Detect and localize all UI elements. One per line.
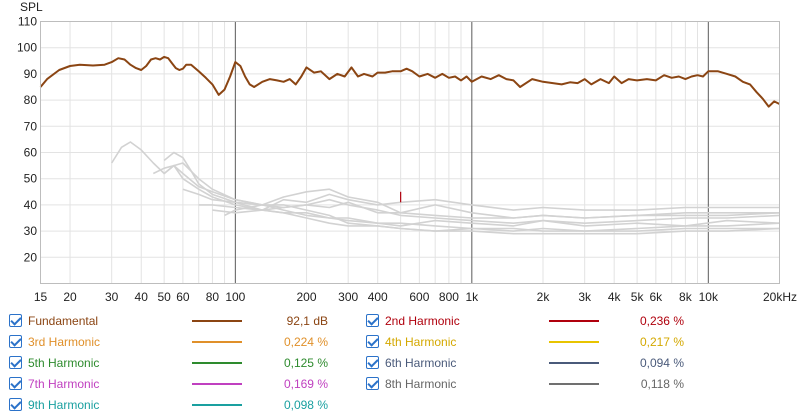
legend-label: 4th Harmonic xyxy=(385,334,457,349)
legend-label: 2nd Harmonic xyxy=(385,313,460,328)
legend-checkbox[interactable] xyxy=(9,398,22,411)
legend-item-6th-harmonic: 6th Harmonic 0,094 % xyxy=(0,352,800,373)
legend-item-3rd-harmonic: 3rd Harmonic 0,224 % xyxy=(0,331,800,352)
legend-item-fundamental: Fundamental 92,1 dB xyxy=(0,310,800,331)
legend-checkbox[interactable] xyxy=(366,335,379,348)
legend-line-swatch xyxy=(192,362,242,364)
x-tick-label: 800 xyxy=(439,290,459,304)
x-tick-label: 2k xyxy=(537,290,551,304)
harmonic-trace-1 xyxy=(111,141,780,232)
x-tick-label: 80 xyxy=(206,290,220,304)
x-tick-label: 15 xyxy=(34,290,48,304)
legend-line-swatch xyxy=(192,383,242,385)
legend-label: 3rd Harmonic xyxy=(28,334,101,349)
legend-line-swatch xyxy=(192,341,242,343)
legend-line-swatch xyxy=(549,362,599,364)
x-tick-label: 20 xyxy=(63,290,77,304)
legend-line-swatch xyxy=(192,320,242,322)
y-tick-label: 70 xyxy=(24,119,38,133)
x-tick-label: 40 xyxy=(135,290,149,304)
harmonic-trace-2 xyxy=(163,151,780,235)
legend-label: 8th Harmonic xyxy=(385,376,457,391)
x-tick-label: 1k xyxy=(465,290,479,304)
legend-line-swatch xyxy=(192,404,242,406)
legend-item-9th-harmonic: 9th Harmonic 0,098 % xyxy=(0,394,800,415)
legend-label: Fundamental xyxy=(28,313,99,328)
legend-value: 0,125 % xyxy=(283,355,328,370)
harmonic-trace-8 xyxy=(224,188,780,219)
legend-label: 5th Harmonic xyxy=(28,355,100,370)
harmonic-trace-7 xyxy=(212,193,780,214)
series-line-fundamental xyxy=(39,55,780,108)
legend-checkbox[interactable] xyxy=(366,314,379,327)
x-tick-labels: 15 20 30 40 50 60 80 100 200 300 400 600 800 1k 2k 3k 4k… xyxy=(34,290,797,304)
series-lines xyxy=(39,55,780,203)
x-tick-label: 300 xyxy=(338,290,358,304)
legend: Fundamental 92,1 dB 2nd Harmonic 0,236 % 3rd… xyxy=(0,310,800,419)
x-tick-label: 5k xyxy=(631,290,645,304)
legend-item-7th-harmonic: 7th Harmonic 0,169 % xyxy=(0,373,800,394)
legend-line-swatch xyxy=(549,341,599,343)
x-tick-label: 4k xyxy=(608,290,622,304)
x-tick-label: 10k xyxy=(699,290,719,304)
harmonic-trace-4 xyxy=(152,164,780,227)
y-tick-label: 50 xyxy=(24,172,38,186)
legend-value: 0,118 % xyxy=(640,376,684,391)
x-tick-label: 60 xyxy=(176,290,190,304)
x-tick-label: 8k xyxy=(679,290,693,304)
legend-item-2nd-harmonic: 2nd Harmonic 0,236 % xyxy=(0,310,800,331)
legend-value: 0,217 % xyxy=(639,334,684,349)
legend-checkbox[interactable] xyxy=(9,377,22,390)
x-tick-label: 600 xyxy=(409,290,429,304)
legend-value: 0,098 % xyxy=(283,397,328,412)
x-tick-label: 3k xyxy=(578,290,592,304)
legend-value: 0,094 % xyxy=(639,355,684,370)
legend-label: 9th Harmonic xyxy=(28,397,100,412)
legend-label: 7th Harmonic xyxy=(28,376,100,391)
legend-checkbox[interactable] xyxy=(366,356,379,369)
legend-checkbox[interactable] xyxy=(9,356,22,369)
y-tick-label: 80 xyxy=(24,93,38,107)
legend-checkbox[interactable] xyxy=(9,314,22,327)
legend-item-8th-harmonic: 8th Harmonic 0,118 % xyxy=(0,373,800,394)
legend-checkbox[interactable] xyxy=(9,335,22,348)
harmonic-traces xyxy=(111,141,780,235)
y-tick-label: 60 xyxy=(24,146,38,160)
legend-checkbox[interactable] xyxy=(366,377,379,390)
legend-value: 0,236 % xyxy=(639,313,684,328)
legend-line-swatch xyxy=(549,383,599,385)
y-tick-label: 90 xyxy=(24,67,38,81)
grid-lines xyxy=(40,21,780,284)
x-tick-label: 30 xyxy=(105,290,119,304)
legend-label: 6th Harmonic xyxy=(385,355,457,370)
y-tick-label: 100 xyxy=(17,41,37,55)
y-tick-label: 40 xyxy=(24,198,38,212)
y-tick-label: 110 xyxy=(18,15,37,29)
y-axis-title: SPL xyxy=(20,0,43,14)
y-tick-label: 30 xyxy=(24,224,38,238)
x-tick-label: 6k xyxy=(650,290,664,304)
legend-item-5th-harmonic: 5th Harmonic 0,125 % xyxy=(0,352,800,373)
harmonic-trace-3 xyxy=(163,164,780,232)
legend-value: 92,1 dB xyxy=(286,313,328,328)
x-tick-label: 20kHz xyxy=(763,290,797,304)
y-tick-label: 20 xyxy=(24,250,38,264)
y-tick-labels: 20 30 40 50 60 70 80 90 100 110 xyxy=(17,15,37,265)
legend-value: 0,169 % xyxy=(283,376,328,391)
x-tick-label: 100 xyxy=(225,290,245,304)
plot-frame xyxy=(40,21,780,284)
x-tick-label: 400 xyxy=(368,290,388,304)
x-tick-label: 200 xyxy=(297,290,317,304)
distortion-chart: SPL 20 30 40 50 60 70 80 90 100 110 15 20 30 40 50 60 8… xyxy=(17,0,797,304)
legend-item-4th-harmonic: 4th Harmonic 0,217 % xyxy=(0,331,800,352)
legend-line-swatch xyxy=(549,320,599,322)
legend-value: 0,224 % xyxy=(283,334,328,349)
x-tick-label: 50 xyxy=(157,290,171,304)
